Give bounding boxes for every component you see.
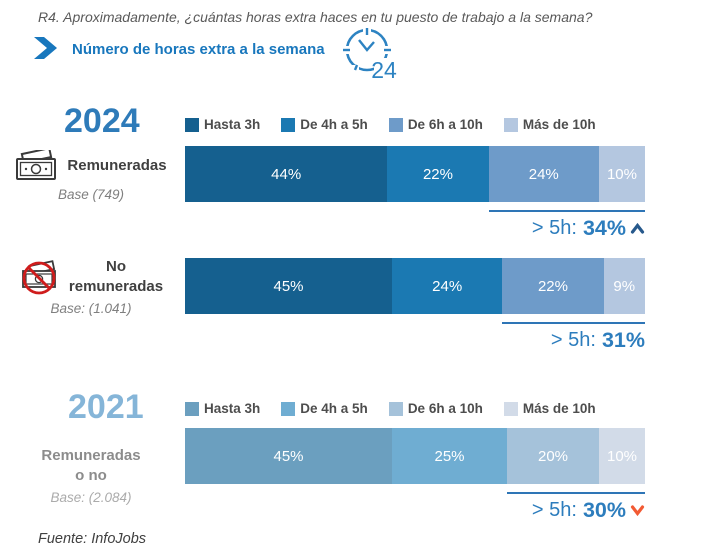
- chart-subtitle: Número de horas extra a la semana: [72, 41, 325, 58]
- trend-up-icon: [630, 223, 645, 234]
- bar-segment: 10%: [599, 428, 645, 484]
- legend-2024: Hasta 3h De 4h a 5h De 6h a 10h Más de 1…: [185, 117, 596, 132]
- trend-down-icon: [630, 505, 645, 516]
- bar-segment: 20%: [507, 428, 599, 484]
- legend-label: Más de 10h: [522, 401, 596, 416]
- segment-value: 10%: [606, 447, 638, 465]
- bar-segment: 44%: [185, 146, 388, 202]
- legend-item: Hasta 3h: [185, 117, 260, 132]
- legend-swatch: [388, 117, 403, 132]
- question-title: R4. Aproximadamente, ¿cuántas horas extr…: [38, 9, 593, 25]
- summary: > 5h: 31%: [185, 328, 645, 353]
- stacked-bar-2021-2: 45% 25% 20% 10%: [185, 428, 645, 484]
- summary-label: > 5h:: [550, 329, 596, 351]
- summary-label: > 5h:: [531, 499, 577, 521]
- bar-segment: 10%: [598, 146, 645, 202]
- summary-value: 30%: [582, 498, 626, 522]
- summary-value: 34%: [582, 216, 626, 240]
- year-2021-heading: 2021: [68, 388, 144, 426]
- summary: > 5h: 34%: [185, 216, 645, 241]
- source-note: Fuente: InfoJobs: [38, 531, 147, 547]
- segment-value: 25%: [434, 447, 465, 465]
- legend-item: De 4h a 5h: [281, 401, 368, 416]
- legend-swatch: [503, 401, 518, 416]
- row-label: No remuneradas Base: (1.041): [0, 257, 182, 316]
- summary-underline: [507, 492, 645, 494]
- legend-item: De 6h a 10h: [388, 401, 483, 416]
- summary-value: 31%: [601, 328, 645, 352]
- legend-swatch: [281, 401, 296, 416]
- bar-segment: 22%: [502, 258, 604, 314]
- segment-value: 44%: [271, 165, 302, 183]
- legend-label: Hasta 3h: [204, 117, 261, 132]
- money-icon: [16, 150, 57, 180]
- bar-segment: 25%: [392, 428, 507, 484]
- legend-label: Más de 10h: [522, 117, 596, 132]
- summary: > 5h: 30%: [185, 498, 645, 523]
- row-base: Base (749): [57, 187, 125, 202]
- segment-value: 22%: [537, 277, 568, 295]
- segment-value: 20%: [537, 447, 569, 465]
- row-base: Base: (1.041): [50, 301, 132, 316]
- legend-label: De 4h a 5h: [300, 401, 368, 416]
- segment-value: 24%: [432, 277, 463, 295]
- legend-swatch: [185, 117, 199, 132]
- segment-value: 9%: [613, 277, 636, 295]
- clock-24-icon: 24: [342, 26, 398, 82]
- legend-label: De 6h a 10h: [407, 117, 483, 132]
- legend-2021: Hasta 3h De 4h a 5h De 6h a 10h Más de 1…: [185, 401, 596, 416]
- segment-value: 22%: [422, 165, 453, 183]
- row-title: Remuneradas: [67, 157, 167, 175]
- row-title: Remuneradas o no: [41, 447, 141, 484]
- legend-label: De 6h a 10h: [407, 401, 483, 416]
- row-label-top: Remuneradas o no: [41, 446, 140, 485]
- legend-swatch: [281, 117, 296, 132]
- bar-segment: 24%: [488, 146, 599, 202]
- legend-item: De 4h a 5h: [281, 117, 368, 132]
- row-title: No remuneradas: [68, 258, 164, 295]
- legend-swatch: [388, 401, 403, 416]
- segment-value: 10%: [606, 165, 637, 183]
- row-label-top: No remuneradas: [19, 257, 163, 296]
- year-2024-heading: 2024: [64, 102, 140, 140]
- row-label: Remuneradas Base (749): [0, 150, 182, 202]
- chevron-right-icon: [34, 37, 57, 59]
- bar-segment: 9%: [603, 258, 645, 314]
- bar-segment: 24%: [392, 258, 503, 314]
- row-label: Remuneradas o no Base: (2.084): [0, 446, 182, 505]
- summary-underline: [502, 322, 645, 324]
- segment-value: 45%: [273, 447, 304, 465]
- bar-segment: 45%: [185, 428, 392, 484]
- segment-value: 24%: [528, 165, 559, 183]
- legend-item: De 6h a 10h: [388, 117, 483, 132]
- bar-segment: 45%: [185, 258, 392, 314]
- legend-item: Más de 10h: [503, 117, 596, 132]
- stacked-bar-2024-1: 45% 24% 22% 9%: [185, 258, 645, 314]
- legend-swatch: [185, 401, 199, 416]
- legend-item: Hasta 3h: [185, 401, 260, 416]
- legend-swatch: [503, 117, 518, 132]
- legend-label: Hasta 3h: [204, 401, 261, 416]
- segment-value: 45%: [273, 277, 304, 295]
- summary-label: > 5h:: [531, 217, 577, 239]
- summary-underline: [488, 210, 645, 212]
- row-base: Base: (2.084): [50, 490, 132, 505]
- bar-segment: 22%: [387, 146, 489, 202]
- money-crossed-icon: [21, 259, 56, 294]
- row-label-top: Remuneradas: [15, 150, 167, 182]
- legend-item: Más de 10h: [503, 401, 596, 416]
- clock-number: 24: [371, 57, 397, 82]
- legend-label: De 4h a 5h: [300, 117, 368, 132]
- stacked-bar-2024-0: 44% 22% 24% 10%: [185, 146, 645, 202]
